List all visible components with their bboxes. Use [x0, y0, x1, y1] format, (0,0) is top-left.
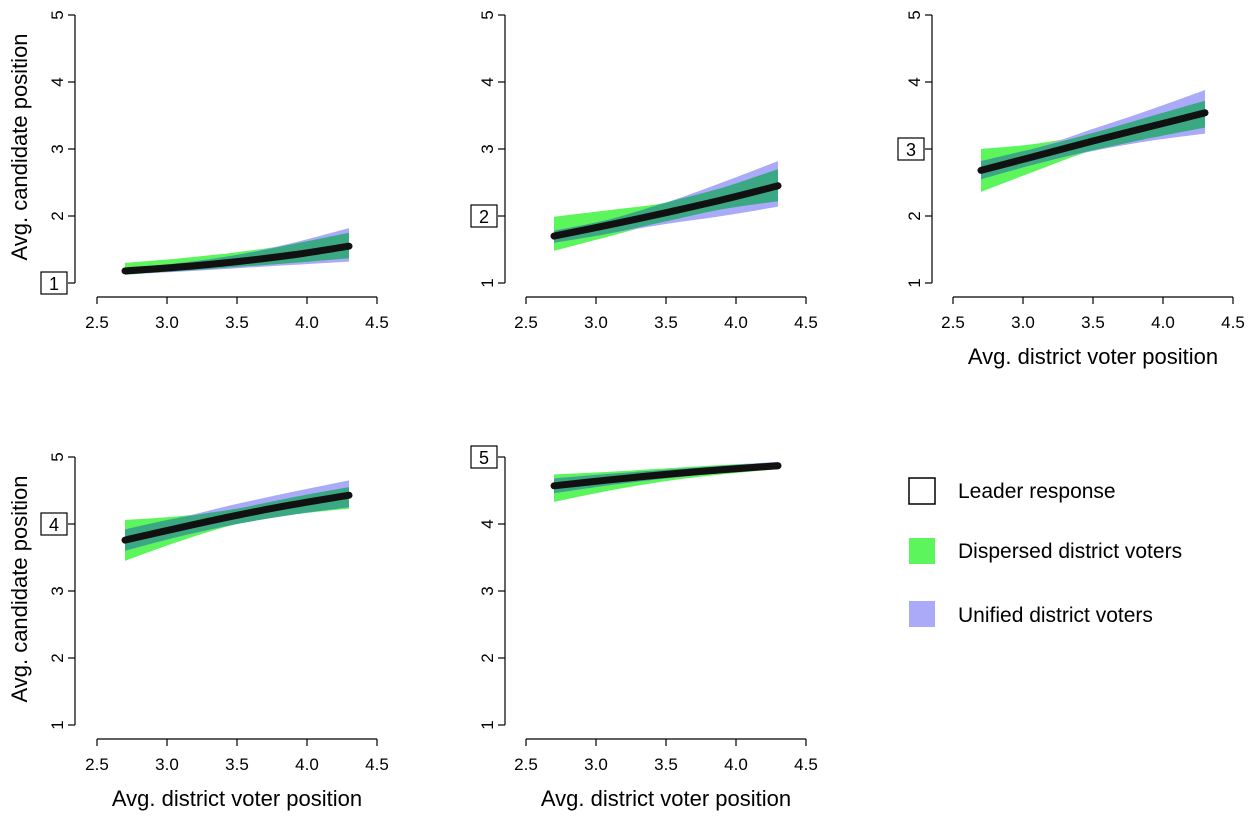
- x-tick-label: 4.5: [1221, 313, 1245, 332]
- y-tick-label: 1: [478, 278, 497, 287]
- panel-number-label: 3: [906, 140, 916, 160]
- legend-label-leader: Leader response: [958, 480, 1116, 503]
- x-tick-label: 4.0: [724, 313, 748, 332]
- panel-number-label: 1: [49, 274, 59, 294]
- x-tick-label: 4.0: [295, 755, 319, 774]
- x-tick-label: 3.5: [225, 313, 249, 332]
- x-tick-label: 4.5: [794, 755, 818, 774]
- panel-number-box: [40, 271, 68, 295]
- x-tick-label: 2.5: [85, 755, 109, 774]
- legend: Leader response Dispersed district voter…: [908, 477, 1182, 627]
- x-tick-label: 3.0: [584, 755, 608, 774]
- x-tick-label: 4.0: [295, 313, 319, 332]
- x-tick-label: 2.5: [941, 313, 965, 332]
- y-tick-label: 5: [905, 10, 924, 19]
- y-tick-label: 1: [478, 720, 497, 729]
- x-tick-label: 3.5: [654, 313, 678, 332]
- y-tick-label: 1: [48, 720, 67, 729]
- panel-number-label: 4: [49, 515, 59, 535]
- y-tick-label: 4: [48, 77, 67, 86]
- legend-label-dispersed: Dispersed district voters: [958, 540, 1182, 563]
- legend-swatch-unified: [909, 601, 935, 627]
- y-tick-label: 3: [478, 586, 497, 595]
- x-tick-label: 3.5: [654, 755, 678, 774]
- x-tick-label: 3.0: [584, 313, 608, 332]
- x-tick-label: 2.5: [514, 313, 538, 332]
- panel-number-label: 5: [479, 448, 489, 468]
- panel-number-box: [470, 204, 498, 228]
- x-tick-label: 2.5: [85, 313, 109, 332]
- x-axis-label: Avg. district voter position: [541, 786, 791, 811]
- leader-response-line: [977, 109, 1209, 174]
- y-tick-label: 4: [478, 77, 497, 86]
- y-tick-label: 3: [48, 586, 67, 595]
- panels: 1 2 3 4 5 2.5 3.0 3.5 4.0 4.5 1 Avg. candidate posi…: [7, 10, 1245, 811]
- y-tick-label: 3: [48, 144, 67, 153]
- x-tick-label: 3.5: [225, 755, 249, 774]
- panel-number-label: 2: [479, 207, 489, 227]
- y-tick-label: 2: [48, 653, 67, 662]
- legend-swatch-dispersed: [909, 538, 935, 564]
- y-tick-label: 2: [478, 653, 497, 662]
- y-axis-label: Avg. candidate position: [7, 33, 32, 260]
- y-tick-label: 5: [48, 10, 67, 19]
- leader-response-line: [121, 242, 353, 275]
- x-tick-label: 3.0: [155, 755, 179, 774]
- x-axis-label: Avg. district voter position: [968, 344, 1218, 369]
- y-tick-label: 5: [48, 452, 67, 461]
- x-tick-label: 4.0: [1151, 313, 1175, 332]
- x-tick-label: 4.5: [365, 313, 389, 332]
- x-tick-label: 4.5: [365, 755, 389, 774]
- panel-2: 123452.53.03.54.04.52: [470, 10, 818, 332]
- y-tick-label: 5: [478, 10, 497, 19]
- y-tick-label: 1: [905, 278, 924, 287]
- y-tick-label: 2: [48, 211, 67, 220]
- leader-response-line: [121, 491, 353, 544]
- panel-number-box: [470, 445, 498, 469]
- y-tick-label: 2: [905, 211, 924, 220]
- x-axis-label: Avg. district voter position: [112, 786, 362, 811]
- x-tick-label: 3.5: [1081, 313, 1105, 332]
- y-tick-label: 4: [905, 77, 924, 86]
- x-tick-label: 4.5: [794, 313, 818, 332]
- y-axis-label: Avg. candidate position: [7, 475, 32, 702]
- x-tick-label: 3.0: [155, 313, 179, 332]
- x-tick-label: 4.0: [724, 755, 748, 774]
- legend-label-unified: Unified district voters: [958, 604, 1153, 627]
- y-tick-label: 3: [478, 144, 497, 153]
- y-tick-label: 4: [478, 519, 497, 528]
- leader-response-line: [550, 462, 782, 490]
- x-tick-label: 3.0: [1011, 313, 1035, 332]
- legend-swatch-leader: [908, 477, 936, 505]
- panel-number-box: [897, 137, 925, 161]
- x-tick-label: 2.5: [514, 755, 538, 774]
- leader-response-line: [550, 182, 782, 240]
- panel-number-box: [40, 512, 68, 536]
